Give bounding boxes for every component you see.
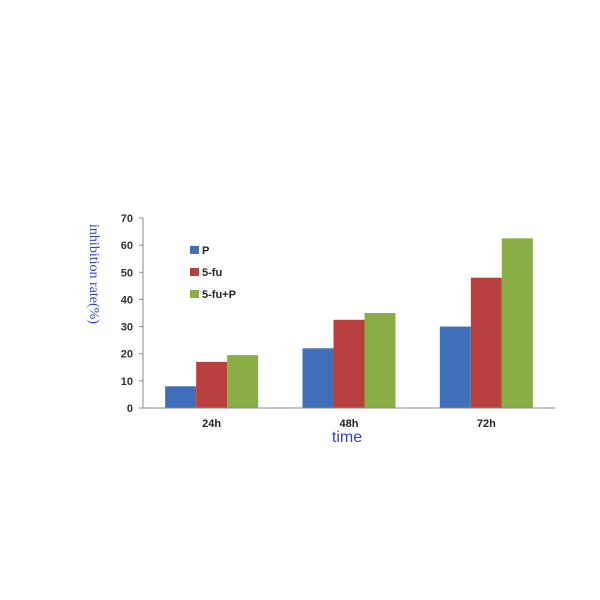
bar-5-fu-p-72h xyxy=(501,238,533,408)
bar-p-48h xyxy=(302,348,334,408)
bar-5-fu-p-48h xyxy=(364,313,396,408)
y-ticks: 0 10 20 30 40 50 60 70 xyxy=(121,213,143,415)
legend-label: 5-fu xyxy=(202,267,222,279)
y-tick-label: 40 xyxy=(121,294,133,306)
legend: P 5-fu 5-fu+P xyxy=(190,245,236,301)
bar-p-24h xyxy=(165,386,197,408)
legend-swatch xyxy=(190,268,199,276)
y-tick-label: 70 xyxy=(121,213,133,225)
x-tick-label: 24h xyxy=(202,418,221,430)
y-tick-label: 10 xyxy=(121,376,133,388)
bar-5-fu-48h xyxy=(333,319,365,408)
bar-p-72h xyxy=(439,326,471,408)
bar-5-fu-24h xyxy=(196,361,228,408)
bars xyxy=(165,238,533,408)
y-tick-label: 20 xyxy=(121,349,133,361)
bar-5-fu-72h xyxy=(470,277,502,408)
y-tick-label: 30 xyxy=(121,322,133,334)
x-ticks: 24h 48h 72h xyxy=(202,418,496,430)
legend-swatch xyxy=(190,246,199,254)
y-tick-label: 50 xyxy=(121,267,133,279)
y-tick-label: 0 xyxy=(127,403,133,415)
legend-label: P xyxy=(202,245,209,257)
y-axis-label: inhibition rate(%) xyxy=(86,224,101,324)
x-tick-label: 72h xyxy=(477,418,496,430)
x-tick-label: 48h xyxy=(340,418,359,430)
legend-swatch xyxy=(190,290,199,298)
x-axis-label: time xyxy=(332,429,362,446)
bar-5-fu-p-24h xyxy=(227,355,259,408)
y-tick-label: 60 xyxy=(121,240,133,252)
legend-label: 5-fu+P xyxy=(202,289,236,301)
